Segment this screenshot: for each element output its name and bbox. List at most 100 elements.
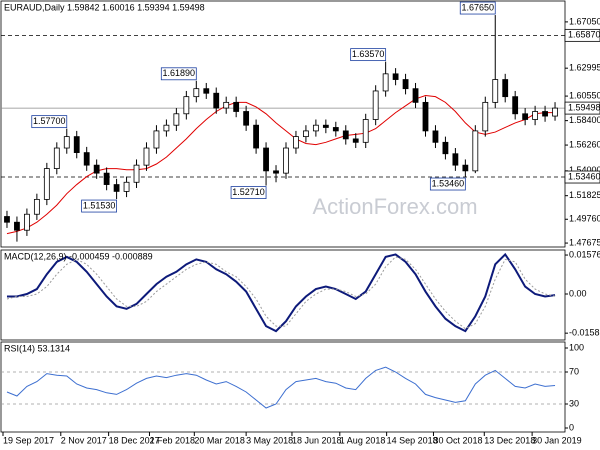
level-label: 1.65870 (568, 30, 600, 40)
main-panel-frame (0, 0, 566, 248)
candle-body (412, 88, 419, 103)
x-tick-label: 13 Dec 2018 (484, 435, 535, 445)
candle-body (492, 79, 499, 103)
y-tick-label: 0.00 (569, 288, 587, 298)
indicator-label: MACD(12,26,9) -0.000459 -0.000889 (4, 251, 153, 261)
candle-body (432, 130, 439, 143)
candle-body (512, 96, 519, 115)
candle-body (243, 111, 250, 126)
candle-body (123, 181, 130, 192)
x-tick-label: 19 Sep 2017 (3, 435, 54, 445)
candle-body (24, 213, 30, 231)
candle-body (422, 101, 429, 132)
x-tick-label: 3 May 2018 (246, 435, 293, 445)
candle-body (372, 90, 379, 120)
candle-body (263, 147, 269, 172)
candle-body (382, 73, 389, 92)
candle-body (552, 107, 558, 117)
candle-body (253, 124, 259, 149)
candle-body (173, 113, 180, 126)
candle-body (83, 152, 90, 166)
annotation-label: 1.53460 (432, 178, 465, 188)
x-tick-label: 18 Jun 2018 (292, 435, 342, 445)
y-tick-label: 1.67050 (569, 16, 600, 26)
y-tick-label: 1.47675 (569, 237, 600, 247)
candle-body (532, 111, 539, 120)
indicator-line (6, 256, 556, 330)
candle-body (53, 147, 60, 169)
annotation-box (429, 177, 466, 191)
candle-body (213, 92, 220, 109)
candle-body (322, 124, 329, 128)
candle-body (93, 164, 100, 174)
candle-body (273, 170, 279, 174)
candle-body (362, 119, 369, 143)
candle-body (223, 101, 230, 109)
annotation-label: 1.61890 (163, 68, 196, 78)
x-tick-label: 1 Aug 2018 (340, 435, 386, 445)
candle-body (462, 164, 469, 172)
candle-body (442, 141, 449, 155)
y-tick-label: 30 (569, 398, 579, 408)
level-label: 1.53460 (568, 171, 600, 181)
candle-body (133, 164, 140, 183)
y-tick-label: -0.015834 (569, 328, 600, 338)
candle-body (193, 88, 200, 98)
x-tick-label: 2 Feb 2018 (149, 435, 195, 445)
candle-body (233, 101, 240, 112)
candle-body (542, 111, 548, 117)
candle-body (332, 127, 339, 132)
candle-body (143, 147, 150, 166)
candle-body (43, 168, 50, 200)
chart-title: EURAUD,Daily 1.59842 1.60016 1.59394 1.5… (4, 2, 205, 12)
x-tick-label: 20 Mar 2018 (194, 435, 245, 445)
annotation-box (81, 199, 117, 213)
y-tick-label: 1.62995 (569, 63, 600, 73)
annotation-box (459, 1, 496, 15)
level-label: 1.59498 (568, 102, 600, 112)
candle-body (342, 130, 349, 140)
candle-body (352, 138, 359, 143)
candle-body (452, 153, 459, 166)
y-tick-label: 1.51825 (569, 190, 600, 200)
candle-body (293, 136, 299, 149)
candle-body (312, 124, 319, 132)
y-tick-label: 1.60550 (569, 90, 600, 100)
x-tick-label: 30 Oct 2018 (433, 435, 482, 445)
y-tick-label: 1.56260 (569, 139, 600, 149)
annotation-label: 1.63570 (352, 49, 385, 59)
candle-body (63, 136, 70, 149)
y-tick-label: 1.58400 (569, 115, 600, 125)
candle-body (163, 124, 170, 132)
rsi-panel-frame (0, 341, 566, 433)
candle-body (303, 130, 309, 138)
annotation-box (160, 67, 197, 81)
level-box (564, 28, 600, 42)
candle-body (203, 88, 210, 94)
annotation-label: 1.57700 (33, 116, 66, 126)
level-box (564, 101, 600, 115)
annotation-box (350, 48, 387, 62)
level-box (564, 170, 600, 184)
annotation-label: 1.67650 (461, 2, 494, 12)
x-tick-label: 14 Sep 2018 (387, 435, 438, 445)
candle-body (73, 136, 80, 153)
y-tick-label: 100 (569, 342, 584, 352)
candle-body (14, 221, 20, 231)
x-tick-label: 30 Jan 2019 (532, 435, 582, 445)
x-tick-label: 2 Nov 2017 (61, 435, 107, 445)
candle-body (482, 101, 489, 132)
candle-body (472, 130, 479, 172)
annotation-label: 1.52710 (232, 187, 265, 197)
candle-body (502, 79, 509, 98)
candle-body (283, 147, 289, 174)
candle-body (153, 130, 160, 149)
y-tick-label: 1.49760 (569, 214, 600, 224)
candle-body (33, 198, 40, 215)
candle-body (522, 113, 529, 120)
annotation-box (31, 115, 68, 129)
candle-body (402, 79, 409, 90)
y-tick-label: 1.54000 (569, 165, 600, 175)
